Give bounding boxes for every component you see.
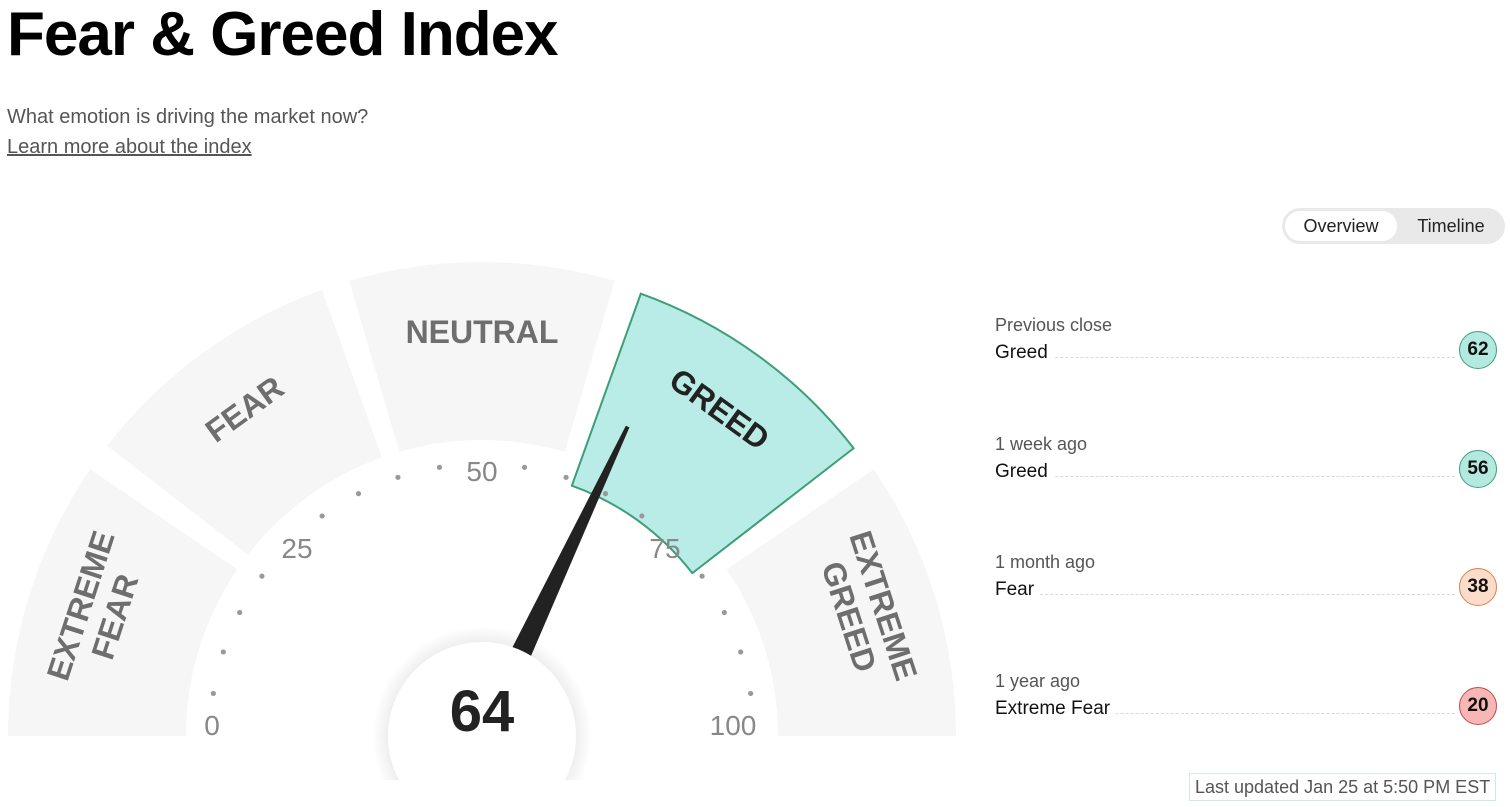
history-label: 1 year ago	[995, 671, 1081, 691]
history-rating: Fear	[995, 579, 1041, 601]
tick-dot	[563, 474, 569, 480]
gauge-value: 64	[450, 679, 515, 744]
tick-dot	[436, 464, 443, 470]
tick-dot	[237, 609, 243, 616]
gauge-hub	[388, 642, 576, 780]
tick-dot	[748, 690, 754, 697]
gauge-needle	[501, 425, 630, 678]
last-updated: Last updated Jan 25 at 5:50 PM EST	[1189, 773, 1497, 801]
tick-dot	[220, 649, 226, 655]
dotted-leader	[995, 594, 1455, 595]
history-rating: Extreme Fear	[995, 698, 1117, 720]
tick-dot	[639, 513, 645, 519]
gauge-segment-extreme-fear	[8, 469, 238, 736]
page-subtitle: What emotion is driving the market now?	[7, 106, 369, 128]
tick-dot	[738, 649, 744, 655]
page-title: Fear & Greed Index	[7, 0, 559, 69]
scale-label-100: 100	[710, 710, 757, 741]
dotted-leader	[995, 357, 1455, 358]
gauge-scale-labels: 0 25 50 75 100	[204, 456, 756, 741]
gauge-segment-greed	[570, 292, 856, 575]
tick-dot	[259, 573, 265, 579]
scale-label-0: 0	[204, 710, 220, 741]
scale-label-25: 25	[281, 533, 312, 564]
overview-tab[interactable]: Overview	[1285, 211, 1397, 241]
tick-dot	[521, 464, 528, 470]
dotted-leader	[995, 713, 1455, 714]
fear-greed-gauge: 0 25 50 75 100 EXTREMEFEARFEARNEUTRALGRE…	[8, 262, 956, 780]
scale-label-50: 50	[466, 456, 497, 487]
history-score-badge: 56	[1459, 450, 1497, 488]
history-score-badge: 38	[1459, 568, 1497, 606]
history-label: Previous close	[995, 315, 1113, 335]
history-label: 1 week ago	[995, 434, 1088, 454]
learn-more-link[interactable]: Learn more about the index	[7, 136, 252, 158]
tick-dot	[699, 573, 705, 579]
tick-dot	[210, 690, 216, 697]
tick-dot	[602, 491, 609, 497]
tick-dot	[355, 491, 362, 497]
tick-dot	[395, 474, 401, 480]
gauge-segment-neutral	[349, 262, 615, 452]
tick-dot	[319, 513, 325, 519]
gauge-segment-fear	[107, 289, 382, 555]
gauge-ticks	[210, 464, 754, 697]
zone-label-neutral: NEUTRAL	[406, 314, 559, 350]
scale-label-75: 75	[649, 533, 680, 564]
history-score-badge: 20	[1459, 687, 1497, 725]
history-score-badge: 62	[1459, 331, 1497, 369]
history-label: 1 month ago	[995, 552, 1096, 572]
gauge-segments	[8, 262, 956, 736]
timeline-tab[interactable]: Timeline	[1417, 216, 1485, 236]
gauge-segment-extreme-greed	[726, 469, 956, 736]
history-rating: Greed	[995, 461, 1054, 483]
tick-dot	[721, 609, 727, 616]
history-rating: Greed	[995, 342, 1054, 364]
view-toggle: Overview Timeline	[1282, 208, 1505, 244]
dotted-leader	[995, 476, 1455, 477]
